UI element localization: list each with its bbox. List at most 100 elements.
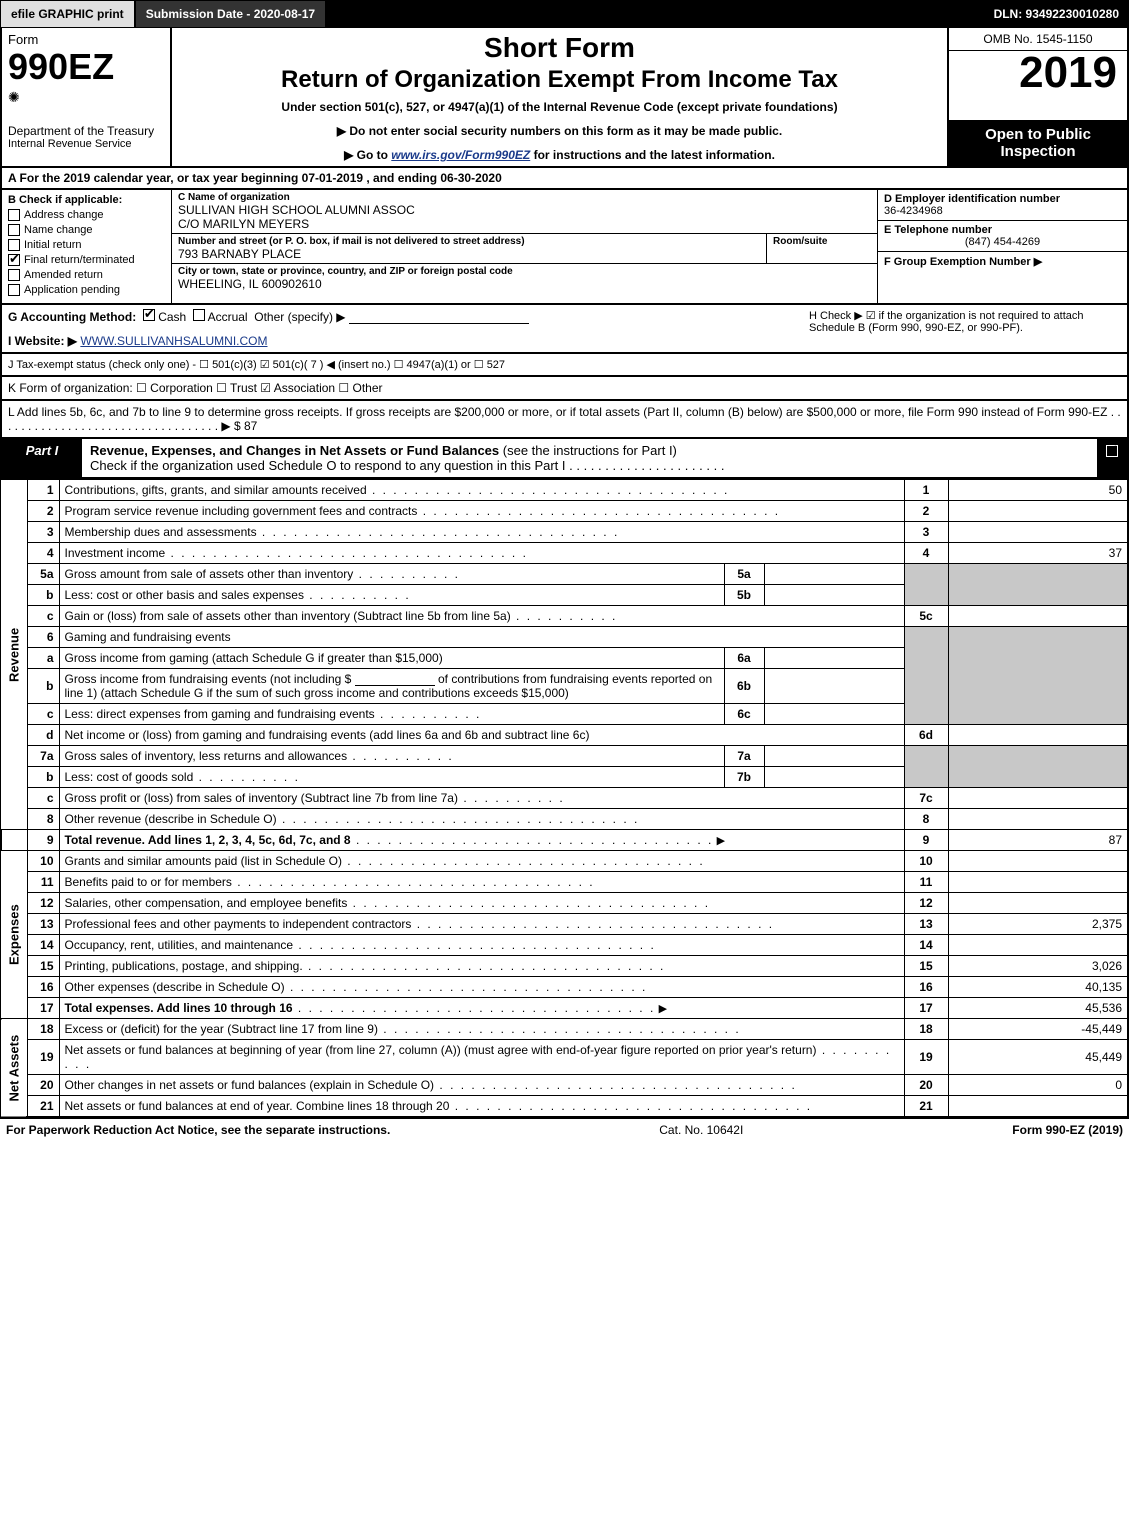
ln-17: 17 bbox=[27, 998, 59, 1019]
website-link[interactable]: WWW.SULLIVANHSALUMNI.COM bbox=[80, 334, 267, 348]
ln-21: 21 bbox=[27, 1096, 59, 1118]
lbl-accrual: Accrual bbox=[208, 310, 248, 324]
desc-6d: Net income or (loss) from gaming and fun… bbox=[65, 728, 590, 742]
desc-1: Contributions, gifts, grants, and simila… bbox=[65, 483, 367, 497]
val-7ab-shaded bbox=[948, 746, 1128, 788]
nc-6abc-shaded bbox=[904, 627, 948, 725]
lbl-other: Other (specify) ▶ bbox=[254, 310, 345, 324]
form-word: Form bbox=[8, 32, 164, 47]
chk-amended-return[interactable] bbox=[8, 269, 20, 281]
ln-5a: 5a bbox=[27, 564, 59, 585]
nc-19: 19 bbox=[904, 1040, 948, 1075]
desc-7a: Gross sales of inventory, less returns a… bbox=[65, 749, 348, 763]
street-label: Number and street (or P. O. box, if mail… bbox=[178, 236, 760, 247]
desc-7b: Less: cost of goods sold bbox=[65, 770, 194, 784]
nc-9: 9 bbox=[904, 830, 948, 851]
val-12 bbox=[948, 893, 1128, 914]
ln-2: 2 bbox=[27, 501, 59, 522]
chk-accrual[interactable] bbox=[193, 309, 205, 321]
ib-7a: 7a bbox=[724, 746, 764, 767]
val-16: 40,135 bbox=[948, 977, 1128, 998]
ln-16: 16 bbox=[27, 977, 59, 998]
ib-6a: 6a bbox=[724, 648, 764, 669]
chk-application-pending[interactable] bbox=[8, 284, 20, 296]
goto-prefix: ▶ Go to bbox=[344, 148, 391, 162]
irs-link[interactable]: www.irs.gov/Form990EZ bbox=[391, 148, 530, 162]
iv-7a bbox=[764, 746, 904, 767]
desc-4: Investment income bbox=[65, 546, 166, 560]
ln-6a: a bbox=[27, 648, 59, 669]
subtitle: Under section 501(c), 527, or 4947(a)(1)… bbox=[180, 100, 939, 114]
chk-name-change[interactable] bbox=[8, 224, 20, 236]
lbl-final-return: Final return/terminated bbox=[24, 254, 135, 266]
nc-6d: 6d bbox=[904, 725, 948, 746]
e-label: E Telephone number bbox=[884, 224, 1121, 236]
chk-cash[interactable] bbox=[143, 309, 155, 321]
val-11 bbox=[948, 872, 1128, 893]
ln-9: 9 bbox=[27, 830, 59, 851]
val-15: 3,026 bbox=[948, 956, 1128, 977]
desc-14: Occupancy, rent, utilities, and maintena… bbox=[65, 938, 294, 952]
ein-value: 36-4234968 bbox=[884, 205, 1121, 217]
row-l-text: L Add lines 5b, 6c, and 7b to line 9 to … bbox=[8, 405, 1121, 433]
val-1: 50 bbox=[948, 480, 1128, 501]
desc-2: Program service revenue including govern… bbox=[65, 504, 418, 518]
nc-14: 14 bbox=[904, 935, 948, 956]
desc-16: Other expenses (describe in Schedule O) bbox=[65, 980, 285, 994]
iv-6a bbox=[764, 648, 904, 669]
desc-5b: Less: cost or other basis and sales expe… bbox=[65, 588, 304, 602]
ln-4: 4 bbox=[27, 543, 59, 564]
city-label: City or town, state or province, country… bbox=[178, 266, 871, 277]
phone-value: (847) 454-4269 bbox=[884, 236, 1121, 248]
ln-10: 10 bbox=[27, 851, 59, 872]
ln-14: 14 bbox=[27, 935, 59, 956]
desc-20: Other changes in net assets or fund bala… bbox=[65, 1078, 435, 1092]
desc-9: Total revenue. Add lines 1, 2, 3, 4, 5c,… bbox=[65, 833, 351, 847]
ib-5a: 5a bbox=[724, 564, 764, 585]
open-to-public: Open to Public Inspection bbox=[949, 120, 1127, 166]
header-right: OMB No. 1545-1150 2019 Open to Public In… bbox=[947, 28, 1127, 166]
ln-11: 11 bbox=[27, 872, 59, 893]
chk-initial-return[interactable] bbox=[8, 239, 20, 251]
desc-3: Membership dues and assessments bbox=[65, 525, 257, 539]
ln-3: 3 bbox=[27, 522, 59, 543]
ln-20: 20 bbox=[27, 1075, 59, 1096]
other-specify-input[interactable] bbox=[349, 310, 529, 324]
goto-suffix: for instructions and the latest informat… bbox=[530, 148, 775, 162]
val-5c bbox=[948, 606, 1128, 627]
dln-label: DLN: 93492230010280 bbox=[984, 0, 1129, 28]
lbl-address-change: Address change bbox=[24, 209, 104, 221]
goto-line: ▶ Go to www.irs.gov/Form990EZ for instru… bbox=[180, 148, 939, 162]
chk-address-change[interactable] bbox=[8, 209, 20, 221]
val-6abc-shaded bbox=[948, 627, 1128, 725]
nc-18: 18 bbox=[904, 1019, 948, 1040]
row-g-h: G Accounting Method: Cash Accrual Other … bbox=[0, 305, 1129, 354]
contrib-amount-input[interactable] bbox=[355, 672, 435, 686]
room-label: Room/suite bbox=[773, 236, 871, 247]
val-7c bbox=[948, 788, 1128, 809]
desc-11: Benefits paid to or for members bbox=[65, 875, 232, 889]
nc-11: 11 bbox=[904, 872, 948, 893]
ln-6c: c bbox=[27, 704, 59, 725]
val-19: 45,449 bbox=[948, 1040, 1128, 1075]
row-l-val: 87 bbox=[244, 419, 257, 433]
lbl-application-pending: Application pending bbox=[24, 284, 120, 296]
d-label: D Employer identification number bbox=[884, 193, 1121, 205]
desc-6c: Less: direct expenses from gaming and fu… bbox=[65, 707, 375, 721]
nc-7ab-shaded bbox=[904, 746, 948, 788]
efile-print-button[interactable]: efile GRAPHIC print bbox=[0, 0, 135, 28]
val-9: 87 bbox=[948, 830, 1128, 851]
org-name-2: C/O MARILYN MEYERS bbox=[178, 217, 871, 231]
chk-final-return[interactable] bbox=[8, 254, 20, 266]
iv-7b bbox=[764, 767, 904, 788]
nc-8: 8 bbox=[904, 809, 948, 830]
val-6d bbox=[948, 725, 1128, 746]
footer-left: For Paperwork Reduction Act Notice, see … bbox=[6, 1123, 390, 1137]
val-17: 45,536 bbox=[948, 998, 1128, 1019]
part-i-checkbox[interactable] bbox=[1097, 439, 1127, 477]
side-blank-9 bbox=[1, 830, 27, 851]
nc-20: 20 bbox=[904, 1075, 948, 1096]
warning-line: ▶ Do not enter social security numbers o… bbox=[180, 124, 939, 138]
irs-seal-icon: ✺ bbox=[8, 89, 164, 106]
ln-6: 6 bbox=[27, 627, 59, 648]
